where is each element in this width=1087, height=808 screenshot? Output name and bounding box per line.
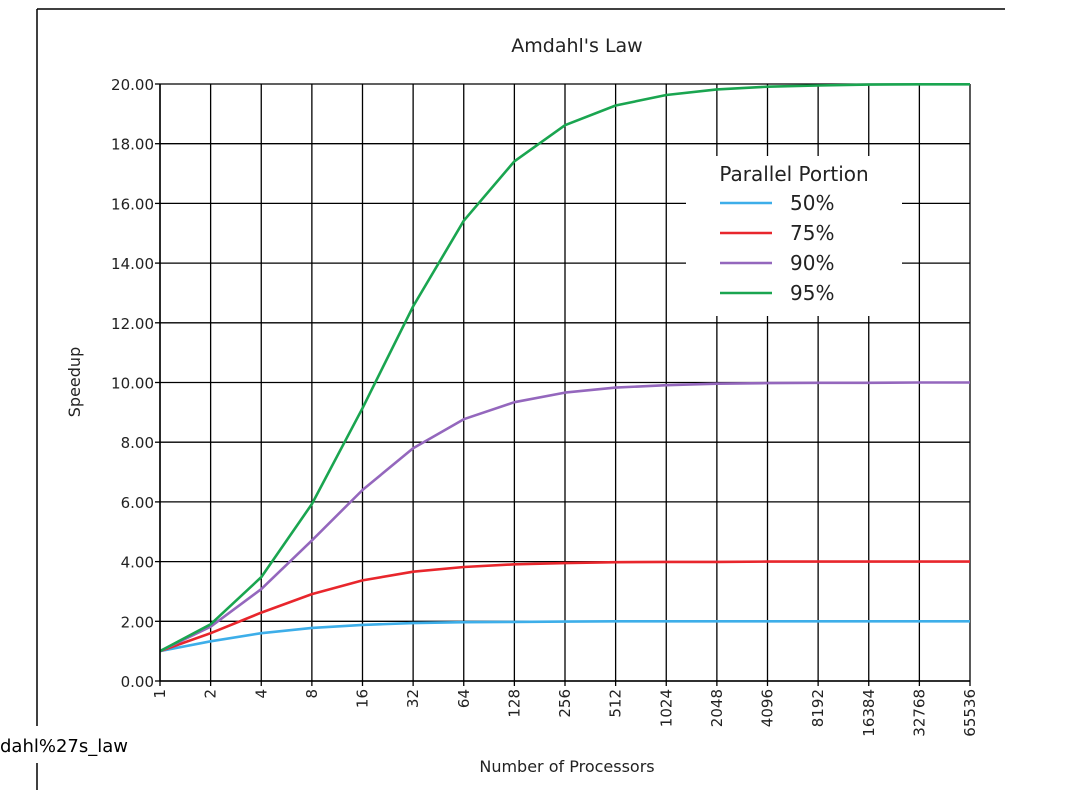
legend: Parallel Portion 50% 75% 90% 95%: [686, 156, 902, 316]
legend-label: 50%: [790, 191, 834, 215]
y-tick-label: 18.00: [111, 136, 154, 154]
x-tick-label: 1: [151, 689, 169, 699]
series-lines: [159, 83, 970, 653]
x-tick-label: 16384: [860, 689, 878, 737]
image-caption: dahl%27s_law: [0, 736, 129, 757]
y-tick-label: 2.00: [121, 613, 154, 631]
x-tick-label: 512: [607, 689, 625, 718]
y-tick-label: 6.00: [121, 494, 154, 512]
x-tick-label: 4096: [759, 689, 777, 727]
x-tick-label: 2048: [708, 689, 726, 727]
y-tick-label: 20.00: [111, 76, 154, 94]
y-axis-title: Speedup: [65, 347, 84, 417]
y-tick-label: 12.00: [111, 315, 154, 333]
x-tick-label: 64: [455, 689, 473, 708]
legend-label: 90%: [790, 251, 834, 275]
x-tick-label: 16: [354, 689, 372, 708]
series-line-50pct: [159, 619, 970, 653]
legend-label: 95%: [790, 281, 834, 305]
x-tick-label: 1024: [657, 689, 675, 727]
x-tick-label: 4: [252, 689, 270, 699]
x-tick-label: 256: [556, 689, 574, 718]
x-axis-title: Number of Processors: [479, 757, 654, 776]
series-line-95pct: [159, 83, 970, 653]
y-tick-label: 16.00: [111, 195, 154, 213]
axes: 1 2 4 8 16 32 64 128 256 512 1024 2048 4096 8192 16384…: [111, 76, 979, 737]
legend-box: [686, 156, 902, 316]
series-line-75pct: [159, 560, 970, 653]
legend-label: 75%: [790, 221, 834, 245]
y-tick-label: 14.00: [111, 255, 154, 273]
y-tick-label: 8.00: [121, 434, 154, 452]
x-tick-label: 2: [202, 689, 220, 699]
y-tick-label: 0.00: [121, 673, 154, 691]
x-tick-label: 8192: [809, 689, 827, 727]
x-tick-label: 32: [404, 689, 422, 708]
x-tick-label: 65536: [961, 689, 979, 737]
legend-title: Parallel Portion: [719, 162, 868, 186]
y-tick-label: 10.00: [111, 375, 154, 393]
series-line-90pct: [159, 381, 970, 653]
chart-title: Amdahl's Law: [511, 35, 642, 57]
x-tick-label: 128: [505, 689, 523, 718]
y-tick-label: 4.00: [121, 554, 154, 572]
x-tick-label: 32768: [910, 689, 928, 737]
x-tick-label: 8: [303, 689, 321, 699]
